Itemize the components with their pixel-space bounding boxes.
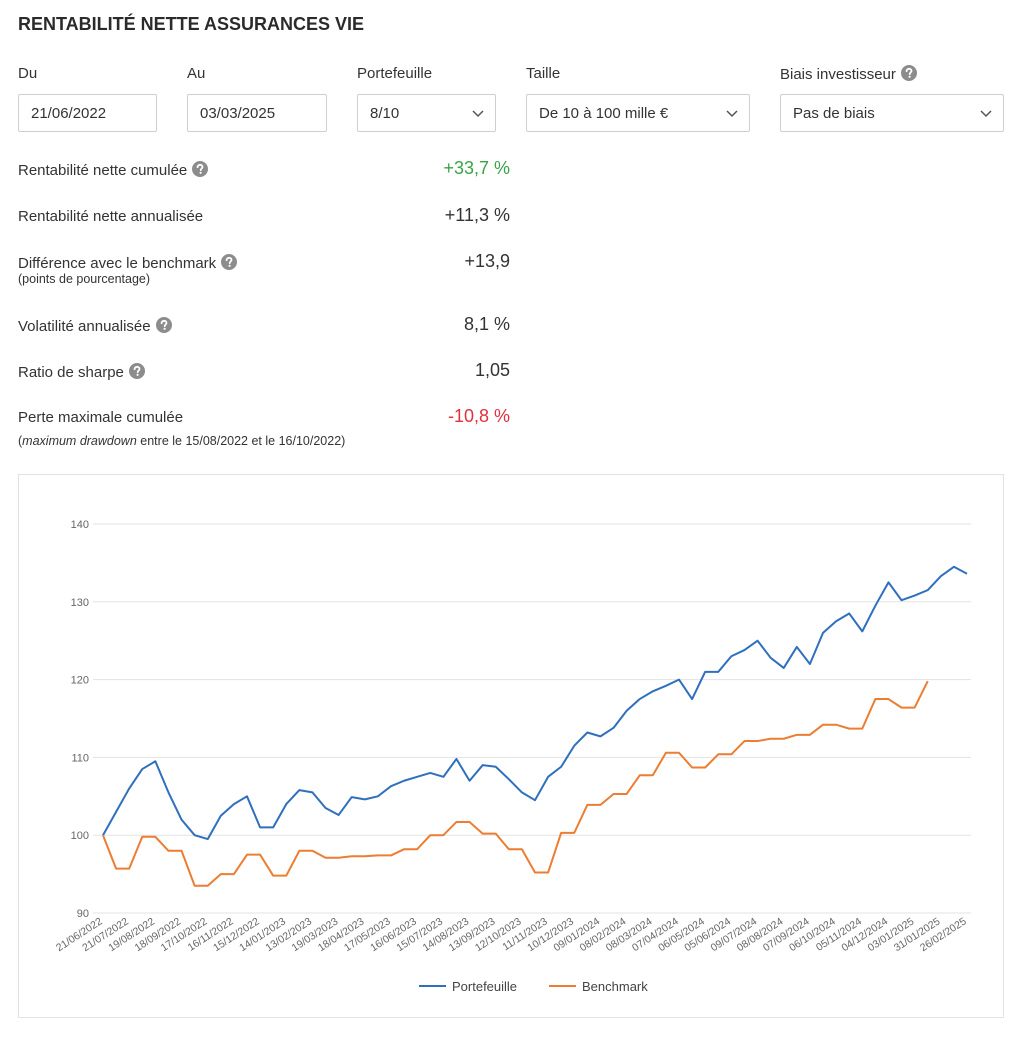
metric-label: Rentabilité nette annualisée <box>18 208 203 225</box>
y-tick-label: 120 <box>71 675 89 687</box>
metric-label-text: Perte maximale cumulée <box>18 409 184 426</box>
help-icon[interactable] <box>155 317 172 333</box>
help-icon[interactable] <box>192 161 209 177</box>
filter-value: 8/10 <box>370 105 400 122</box>
filter-label: Au <box>187 65 205 82</box>
legend-label: Portefeuille <box>452 979 517 994</box>
metric-label-text: Ratio de sharpe <box>18 364 124 381</box>
series-line <box>102 565 968 841</box>
note-emphasis: maximum drawdown <box>22 434 137 448</box>
metric-label: Perte maximale cumulée <box>18 409 183 426</box>
date-input[interactable]: 03/03/2025 <box>187 94 327 132</box>
help-icon[interactable] <box>128 363 145 379</box>
filter-label-text: Au <box>187 65 206 82</box>
select-box[interactable]: Pas de biais <box>780 94 1004 132</box>
metric-note: (points de pourcentage) <box>18 272 151 286</box>
metric-value: 1,05 <box>474 360 510 380</box>
note-prefix: ( <box>18 434 23 448</box>
y-tick-label: 100 <box>71 830 89 842</box>
metric-value: +33,7 % <box>443 158 510 178</box>
legend-label: Benchmark <box>582 979 648 994</box>
series-line <box>102 680 929 887</box>
dropdown-arrow <box>472 110 484 118</box>
help-icon[interactable] <box>221 254 238 270</box>
metric-value: 8,1 % <box>463 314 510 334</box>
dropdown-arrow <box>980 110 992 118</box>
filter-label: Biais investisseur <box>780 65 917 83</box>
date-input[interactable]: 21/06/2022 <box>18 94 157 132</box>
metric-value: +11,3 % <box>444 205 510 225</box>
dropdown-arrow <box>726 110 738 118</box>
y-tick-label: 140 <box>71 519 89 531</box>
filter-label: Taille <box>526 65 560 82</box>
filter-value: De 10 à 100 mille € <box>539 105 669 122</box>
note-rest: entre le 15/08/2022 et le 16/10/2022) <box>140 434 346 448</box>
page-title: RENTABILITÉ NETTE ASSURANCES VIE <box>18 14 365 34</box>
select-box[interactable]: De 10 à 100 mille € <box>526 94 750 132</box>
chart: 9010011012013014021/06/202221/07/202219/… <box>54 519 971 994</box>
filter-label-text: Taille <box>526 65 561 82</box>
filter-label: Portefeuille <box>357 65 432 82</box>
filter-value: 21/06/2022 <box>31 105 107 122</box>
metric-value: -10,8 % <box>447 406 510 426</box>
metric-label: Différence avec le benchmark <box>18 254 238 272</box>
y-tick-label: 110 <box>71 752 89 764</box>
y-tick-label: 130 <box>71 597 89 609</box>
metric-label: Rentabilité nette cumulée <box>18 161 209 179</box>
filter-label-text: Biais investisseur <box>780 66 896 83</box>
metric-label-text: Différence avec le benchmark <box>18 255 217 272</box>
filter-label-text: Portefeuille <box>357 65 433 82</box>
metric-value: +13,9 <box>464 251 510 271</box>
filter-value: 03/03/2025 <box>200 105 276 122</box>
metric-label: Volatilité annualisée <box>18 317 172 335</box>
help-icon[interactable] <box>900 65 917 81</box>
metric-label-text: Volatilité annualisée <box>18 318 151 335</box>
metric-label: Ratio de sharpe <box>18 363 145 381</box>
filter-label: Du <box>18 65 37 82</box>
select-box[interactable]: 8/10 <box>357 94 496 132</box>
y-tick-label: 90 <box>77 908 89 920</box>
chart-container: 90 100 110 120 130 140 21/06/2022 21/07/2022 19/… <box>18 474 1004 1018</box>
filter-label-text: Du <box>18 65 38 82</box>
metric-label-text: Rentabilité nette cumulée <box>18 162 188 179</box>
metric-label-text: Rentabilité nette annualisée <box>18 208 204 225</box>
filter-value: Pas de biais <box>793 105 875 122</box>
metric-note: (maximum drawdown entre le 15/08/2022 et… <box>18 434 345 448</box>
